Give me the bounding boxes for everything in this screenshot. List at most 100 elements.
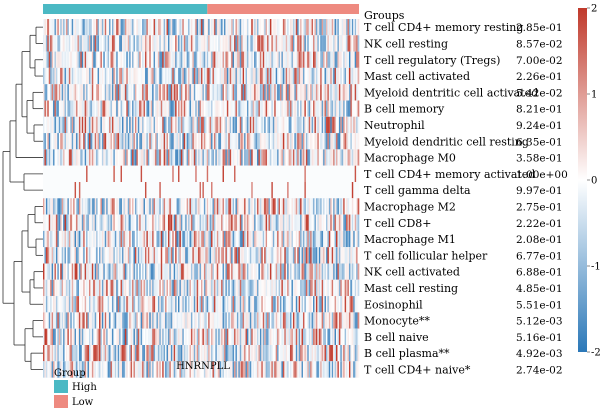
- heatmap-cell: [212, 149, 215, 166]
- heatmap-cell: [252, 19, 255, 36]
- heatmap-cell: [206, 328, 209, 345]
- heatmap-cell: [251, 247, 254, 264]
- heatmap-cell: [45, 84, 48, 101]
- heatmap-cell: [159, 247, 162, 264]
- heatmap-cell: [178, 182, 180, 199]
- heatmap-cell: [71, 35, 74, 52]
- heatmap-cell: [271, 149, 274, 166]
- heatmap-cell: [341, 214, 344, 231]
- heatmap-cell: [297, 51, 299, 68]
- heatmap-cell: [90, 328, 93, 345]
- heatmap-cell: [162, 19, 164, 36]
- heatmap-cell: [122, 345, 124, 362]
- heatmap-cell: [54, 345, 57, 362]
- heatmap-cell: [65, 67, 68, 85]
- heatmap-cell: [272, 230, 275, 248]
- heatmap-cell: [116, 149, 118, 166]
- heatmap-cell: [94, 345, 97, 362]
- heatmap-cell: [104, 230, 107, 248]
- heatmap-cell: [242, 279, 245, 297]
- heatmap-cell: [136, 263, 139, 280]
- heatmap-cell: [317, 312, 320, 329]
- heatmap-cell: [80, 100, 83, 117]
- heatmap-cell: [157, 198, 160, 215]
- heatmap-cell: [259, 214, 262, 231]
- heatmap-cell: [288, 182, 291, 199]
- heatmap-cell: [193, 19, 196, 36]
- heatmap-cell: [73, 198, 75, 215]
- heatmap-cell: [188, 165, 190, 182]
- heatmap-cell: [45, 19, 48, 36]
- heatmap-cell: [54, 198, 57, 215]
- heatmap-cell: [304, 19, 307, 36]
- heatmap-cell: [328, 149, 331, 166]
- heatmap-cell: [313, 116, 315, 134]
- heatmap-cell: [156, 165, 159, 182]
- heatmap-cell: [127, 345, 130, 362]
- heatmap-cell: [254, 84, 256, 101]
- heatmap-cell: [117, 116, 120, 134]
- heatmap-cell: [188, 133, 190, 150]
- heatmap-cell: [336, 19, 338, 36]
- heatmap-cell: [100, 328, 103, 345]
- heatmap-cell: [94, 263, 97, 280]
- heatmap-cell: [101, 279, 104, 297]
- heatmap-cell: [231, 345, 233, 362]
- heatmap-cell: [218, 84, 220, 101]
- heatmap-cell: [302, 51, 305, 68]
- heatmap-cell: [346, 116, 348, 134]
- heatmap-cell: [109, 296, 111, 313]
- heatmap-cell: [147, 230, 150, 248]
- heatmap-cell: [44, 84, 47, 101]
- heatmap-cell: [294, 230, 297, 248]
- heatmap-cell: [176, 198, 179, 215]
- heatmap-cell: [96, 51, 98, 68]
- heatmap-cell: [238, 247, 241, 264]
- heatmap-cell: [144, 230, 147, 248]
- heatmap-cell: [61, 84, 64, 101]
- heatmap-cell: [215, 149, 218, 166]
- heatmap-cell: [215, 19, 218, 36]
- heatmap-cell: [167, 263, 170, 280]
- heatmap-cell: [175, 345, 177, 362]
- heatmap-cell: [100, 361, 103, 378]
- heatmap-cell: [68, 182, 71, 199]
- heatmap-cell: [53, 116, 55, 134]
- heatmap-cell: [297, 84, 299, 101]
- heatmap-cell: [258, 345, 261, 362]
- heatmap-cell: [173, 198, 176, 215]
- heatmap-cell: [142, 296, 144, 313]
- heatmap-cell: [232, 230, 235, 248]
- heatmap-cell: [110, 279, 113, 297]
- heatmap-cell: [146, 100, 149, 117]
- heatmap-cell: [223, 345, 226, 362]
- heatmap-cell: [261, 100, 264, 117]
- heatmap-cell: [80, 263, 83, 280]
- heatmap-cell: [74, 67, 77, 85]
- heatmap-cell: [80, 84, 83, 101]
- heatmap-cell: [288, 51, 291, 68]
- heatmap-cell: [129, 279, 131, 297]
- row-label: Mast cell activated: [364, 70, 470, 83]
- heatmap-cell: [292, 116, 295, 134]
- heatmap-cell: [275, 328, 278, 345]
- heatmap-cell: [165, 263, 167, 280]
- heatmap-cell: [147, 19, 150, 36]
- heatmap-cell: [97, 149, 100, 166]
- heatmap-cell: [45, 149, 48, 166]
- heatmap-cell: [304, 328, 307, 345]
- heatmap-cell: [281, 247, 284, 264]
- heatmap-cell: [55, 214, 58, 231]
- heatmap-cell: [160, 19, 163, 36]
- heatmap-cell: [269, 19, 272, 36]
- heatmap-cell: [280, 230, 282, 248]
- heatmap-cell: [323, 361, 325, 378]
- heatmap-cell: [186, 328, 189, 345]
- heatmap-cell: [338, 296, 341, 313]
- heatmap-cell: [134, 312, 137, 329]
- heatmap-cell: [202, 345, 205, 362]
- heatmap-cell: [199, 214, 202, 231]
- heatmap-cell: [213, 182, 216, 199]
- heatmap-cell: [315, 51, 318, 68]
- heatmap-cell: [156, 328, 159, 345]
